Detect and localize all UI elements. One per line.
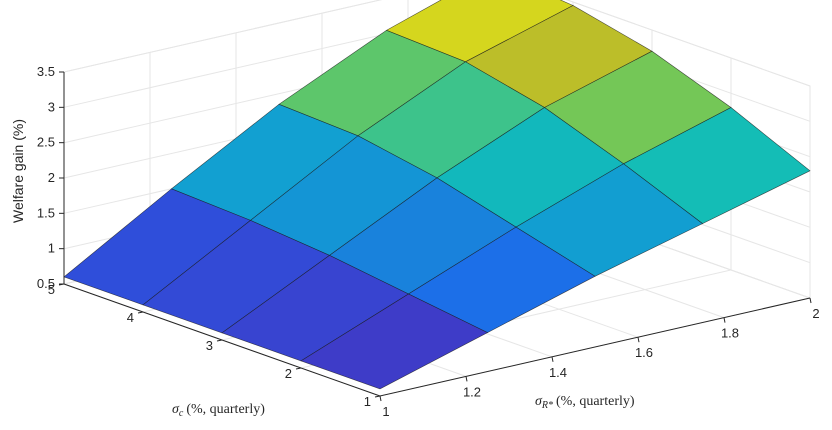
x-axis-symbol: σ bbox=[535, 394, 543, 409]
tick-labels: 1 1.2 1.4 1.6 1.8 2 1 2 3 4 50.5 1 1.5 2 2.5 3 3.5 bbox=[37, 64, 820, 419]
x-tick-label: 1 bbox=[382, 404, 389, 419]
y-tick-label: 3 bbox=[206, 338, 213, 353]
y-tick-label: 1 bbox=[364, 394, 371, 409]
x-axis-subscript: R* bbox=[541, 400, 553, 411]
x-tick-label: 1.2 bbox=[463, 384, 481, 399]
y-tick-label: 4 bbox=[127, 310, 134, 325]
z-tick-label: 1.5 bbox=[37, 205, 55, 220]
surface-patch bbox=[300, 293, 489, 390]
y-tick-mark bbox=[295, 367, 302, 370]
y-tick-mark bbox=[216, 339, 223, 342]
z-tick-label: 2 bbox=[48, 170, 55, 185]
y-axis-symbol: σ bbox=[172, 402, 180, 417]
y-axis-subscript: c bbox=[179, 408, 184, 419]
x-tick-label: 1.4 bbox=[549, 365, 567, 380]
x-tick-mark bbox=[465, 376, 468, 382]
y-tick-label: 5 bbox=[48, 282, 55, 297]
x-tick-mark bbox=[637, 337, 640, 343]
z-tick-label: 0.5 bbox=[37, 276, 55, 291]
x-axis-line bbox=[379, 297, 811, 397]
z-tick-label: 1 bbox=[48, 241, 55, 256]
y-axis-label: σc (%, quarterly) bbox=[172, 402, 265, 419]
y-axis-unit: (%, quarterly) bbox=[186, 402, 265, 417]
x-axis-label: σR* (%, quarterly) bbox=[535, 394, 635, 411]
z-tick-label: 3 bbox=[48, 99, 55, 114]
x-tick-label: 1.8 bbox=[721, 326, 739, 341]
z-axis-label: Welfare gain (%) bbox=[10, 119, 26, 223]
axes bbox=[58, 71, 812, 402]
z-tick-label: 3.5 bbox=[37, 64, 55, 79]
x-tick-mark bbox=[723, 317, 726, 323]
x-axis-unit: (%, quarterly) bbox=[556, 394, 635, 409]
z-tick-label: 2.5 bbox=[37, 135, 55, 150]
x-tick-mark bbox=[379, 395, 382, 402]
z-gridline bbox=[63, 0, 811, 87]
y-tick-label: 2 bbox=[285, 366, 292, 381]
x-tick-label: 1.6 bbox=[635, 345, 653, 360]
x-tick-mark bbox=[551, 356, 554, 362]
x-tick-mark bbox=[809, 297, 812, 304]
x-tick-label: 2 bbox=[812, 306, 819, 321]
y-tick-mark bbox=[374, 395, 381, 398]
surface bbox=[63, 0, 811, 390]
y-tick-mark bbox=[137, 311, 144, 314]
